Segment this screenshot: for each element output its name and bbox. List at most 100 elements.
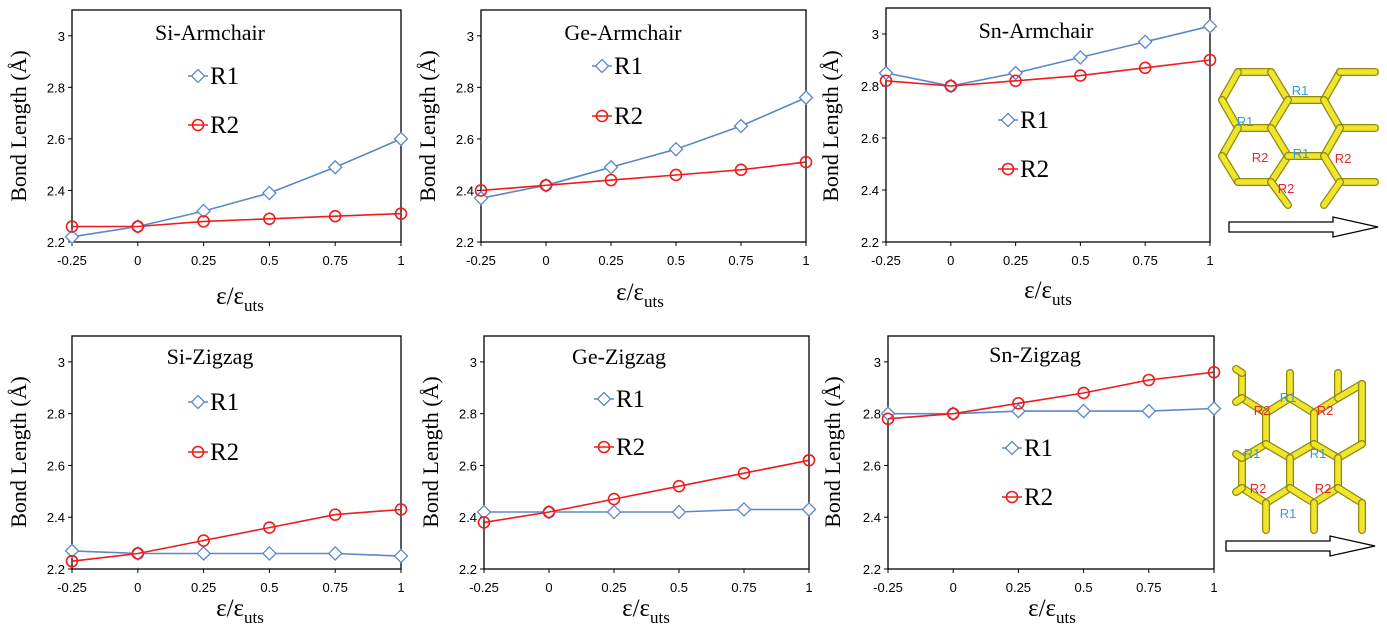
bond [1268,125,1291,159]
data-point-r2 [328,209,342,223]
bond-label-r2: R2 [1315,481,1332,496]
data-point-r2 [1142,373,1156,387]
series-line-r2 [72,212,402,228]
y-tick-label: 2.6 [47,132,65,147]
bond [1287,395,1317,416]
data-point-r2 [669,168,683,182]
series-line-r2 [71,508,402,562]
y-tick-label: 2.2 [459,562,477,577]
bond [1321,69,1343,103]
data-point-r2 [197,215,210,228]
x-tick-label: 0.5 [1071,253,1089,268]
data-point-r1 [476,504,492,520]
legend-label-r1: R1 [210,389,239,416]
data-point-r1 [736,502,752,517]
data-point-r1 [64,543,80,559]
bond [1311,395,1341,416]
data-point-r1 [327,159,343,175]
y-axis-label: Bond Length (Å) [418,376,443,528]
data-point-r2 [263,212,276,226]
y-tick-label: 3 [58,29,65,44]
y-tick-label: 2.6 [459,458,477,473]
y-tick-label: 2.8 [47,407,65,422]
bond [1268,97,1291,131]
series-line-r1 [885,25,1211,87]
data-point-r2 [604,173,618,187]
series-line-r1 [480,96,807,199]
y-axis-label: Bond Length (Å) [820,376,845,528]
legend-marker-r1 [594,58,610,74]
y-tick-label: 2.4 [47,183,65,198]
data-point-r2 [799,155,813,169]
data-point-r2 [539,178,553,192]
y-tick-label: 2.2 [456,235,474,250]
bond-label-r2: R2 [1254,403,1271,418]
y-tick-label: 2.6 [861,131,879,146]
data-point-r2 [946,407,960,420]
data-point-r2 [1009,74,1022,88]
chart-panel-5: 2.2 2.4 2.6 2.8 3 -0.25 0 0.25 0.5 0.75 1 Ge-Zigzag… [418,335,817,627]
bond [1219,125,1241,159]
series-line-r1 [71,138,402,238]
data-point-r2 [131,220,145,233]
x-tick-label: 0 [950,580,957,595]
y-tick-label: 3 [467,29,474,44]
data-point-r1 [64,229,80,245]
y-tick-label: 2.6 [47,458,65,473]
y-axis-label: Bond Length (Å) [6,376,31,528]
chart-panel-1: 2.2 2.4 2.6 2.8 3 -0.25 0 0.25 0.5 0.75 1 Si-Armcha… [6,9,409,315]
legend-marker-r1 [1000,112,1016,128]
chart-panel-6: 2.2 2.4 2.6 2.8 3 -0.25 0 0.25 0.5 0.75 1 Sn-Zigzag… [820,335,1222,627]
bond-label-r2: R2 [1335,151,1352,166]
data-point-r2 [131,547,145,560]
data-point-r2 [394,207,408,220]
series-line-r1 [71,550,402,557]
x-tick-label: 0.5 [667,253,685,268]
chart-panel-4: 2.2 2.4 2.6 2.8 3 -0.25 0 0.25 0.5 0.75 1 Si-Zigzag… [6,335,409,627]
data-point-r2 [802,453,816,467]
x-tick-label: -0.25 [57,580,87,595]
y-tick-label: 2.2 [863,562,881,577]
data-point-r2 [394,503,408,516]
data-point-r1 [1076,403,1092,419]
data-point-r2 [672,479,686,493]
chart-title: Si-Armchair [155,20,266,45]
legend-label-r2: R2 [210,439,239,466]
x-tick-label: 0.25 [1006,580,1031,595]
bond [1233,451,1245,461]
y-tick-label: 3 [470,355,477,370]
legend-marker-r1 [1004,440,1020,456]
x-tick-label: -0.25 [873,580,903,595]
data-point-r2 [737,466,751,480]
chart-title: Ge-Zigzag [572,344,666,369]
x-tick-label: 0.5 [670,580,688,595]
data-point-r1 [196,203,212,219]
legend-marker-r1 [190,68,206,84]
bond-label-r1: R1 [1237,114,1254,129]
bond [1268,179,1291,208]
y-tick-label: 2.6 [863,458,881,473]
legend-label-r1: R1 [614,53,643,80]
bond [1321,153,1343,185]
data-point-r2 [879,74,893,88]
x-tick-label: -0.25 [871,253,901,268]
x-tick-label: 1 [1210,580,1217,595]
bond [1219,69,1241,103]
x-tick-label: 0 [545,580,552,595]
plot-frame [71,9,402,243]
x-axis-label: ε/εuts [1024,277,1072,309]
data-point-r2 [1203,53,1217,67]
x-axis-label: ε/εuts [1028,595,1076,627]
chart-panel-3: 2.2 2.4 2.6 2.8 3 -0.25 0 0.25 0.5 0.75 1 Sn-Armcha… [818,7,1218,309]
data-point-r1 [393,548,409,564]
x-axis-label: ε/εuts [622,595,670,627]
bond [1335,485,1365,506]
bond [1321,179,1343,208]
bond [1287,485,1317,506]
y-tick-label: 2.2 [861,235,879,250]
x-tick-label: 0.25 [191,580,216,595]
x-tick-label: -0.25 [466,253,496,268]
bond-label-r1: R1 [1292,83,1309,98]
x-tick-label: 0.75 [323,580,348,595]
data-point-r1 [393,131,409,147]
